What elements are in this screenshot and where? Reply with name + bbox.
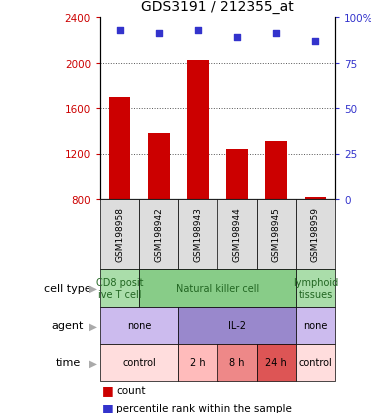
- Text: 8 h: 8 h: [229, 358, 245, 368]
- Text: count: count: [116, 385, 145, 395]
- Bar: [187, 61, 209, 199]
- Text: ■: ■: [102, 384, 114, 396]
- Text: GSM198959: GSM198959: [311, 207, 320, 262]
- Text: GSM198943: GSM198943: [193, 207, 203, 262]
- Text: GSM198945: GSM198945: [272, 207, 281, 262]
- Bar: [305, 197, 326, 199]
- Text: control: control: [299, 358, 332, 368]
- Title: GDS3191 / 212355_at: GDS3191 / 212355_at: [141, 0, 294, 14]
- Text: control: control: [122, 358, 156, 368]
- Point: [156, 31, 162, 38]
- Text: agent: agent: [52, 321, 84, 331]
- Bar: [148, 134, 170, 199]
- Text: lymphoid
tissues: lymphoid tissues: [293, 278, 338, 299]
- Bar: [109, 97, 130, 199]
- Point: [312, 38, 318, 45]
- Text: cell type: cell type: [44, 283, 92, 293]
- Point: [234, 35, 240, 41]
- Text: 2 h: 2 h: [190, 358, 206, 368]
- Text: ■: ■: [102, 401, 114, 413]
- Text: ▶: ▶: [89, 358, 97, 368]
- Text: ▶: ▶: [89, 283, 97, 293]
- Text: time: time: [55, 358, 81, 368]
- Text: IL-2: IL-2: [228, 321, 246, 331]
- Bar: [226, 150, 248, 199]
- Point: [273, 31, 279, 38]
- Bar: [266, 142, 287, 199]
- Text: GSM198944: GSM198944: [233, 207, 242, 262]
- Point: [195, 27, 201, 34]
- Text: Natural killer cell: Natural killer cell: [176, 283, 259, 293]
- Text: none: none: [127, 321, 151, 331]
- Text: percentile rank within the sample: percentile rank within the sample: [116, 403, 292, 413]
- Text: none: none: [303, 321, 328, 331]
- Text: CD8 posit
ive T cell: CD8 posit ive T cell: [96, 278, 143, 299]
- Point: [116, 27, 122, 34]
- Text: GSM198958: GSM198958: [115, 207, 124, 262]
- Text: 24 h: 24 h: [265, 358, 287, 368]
- Text: ▶: ▶: [89, 321, 97, 331]
- Text: GSM198942: GSM198942: [154, 207, 163, 262]
